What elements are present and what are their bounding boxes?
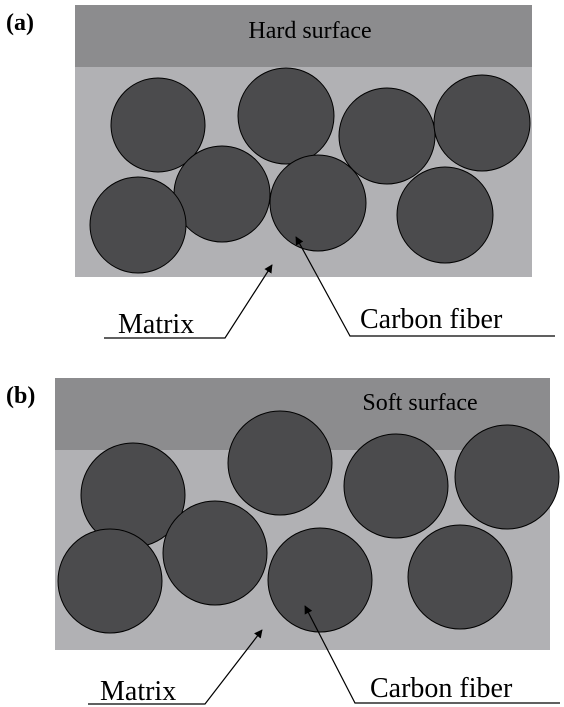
panel-label: (a) — [6, 10, 34, 36]
fiber — [455, 425, 559, 529]
fiber — [238, 68, 334, 164]
fiber — [58, 529, 162, 633]
fiber — [90, 177, 186, 273]
fiber-label: Carbon fiber — [360, 304, 503, 335]
fiber — [408, 525, 512, 629]
fiber — [163, 501, 267, 605]
surface-label: Soft surface — [362, 390, 477, 416]
fiber-label: Carbon fiber — [370, 673, 513, 704]
diagram: (a) Hard surface Matrix Carbon fiber (b)… — [0, 0, 564, 707]
panel-b: (b) Soft surface Matrix Carbon fiber — [6, 378, 560, 707]
fiber — [270, 155, 366, 251]
fibers — [90, 68, 530, 273]
surface-label: Hard surface — [248, 18, 371, 44]
matrix-label: Matrix — [118, 309, 194, 340]
matrix-label: Matrix — [100, 676, 176, 707]
fiber — [339, 88, 435, 184]
fiber — [434, 75, 530, 171]
fiber — [174, 146, 270, 242]
fiber — [397, 167, 493, 263]
panel-label: (b) — [6, 383, 35, 409]
fiber — [344, 434, 448, 538]
fiber — [268, 528, 372, 632]
fiber — [228, 411, 332, 515]
panel-a: (a) Hard surface Matrix Carbon fiber — [6, 5, 555, 340]
